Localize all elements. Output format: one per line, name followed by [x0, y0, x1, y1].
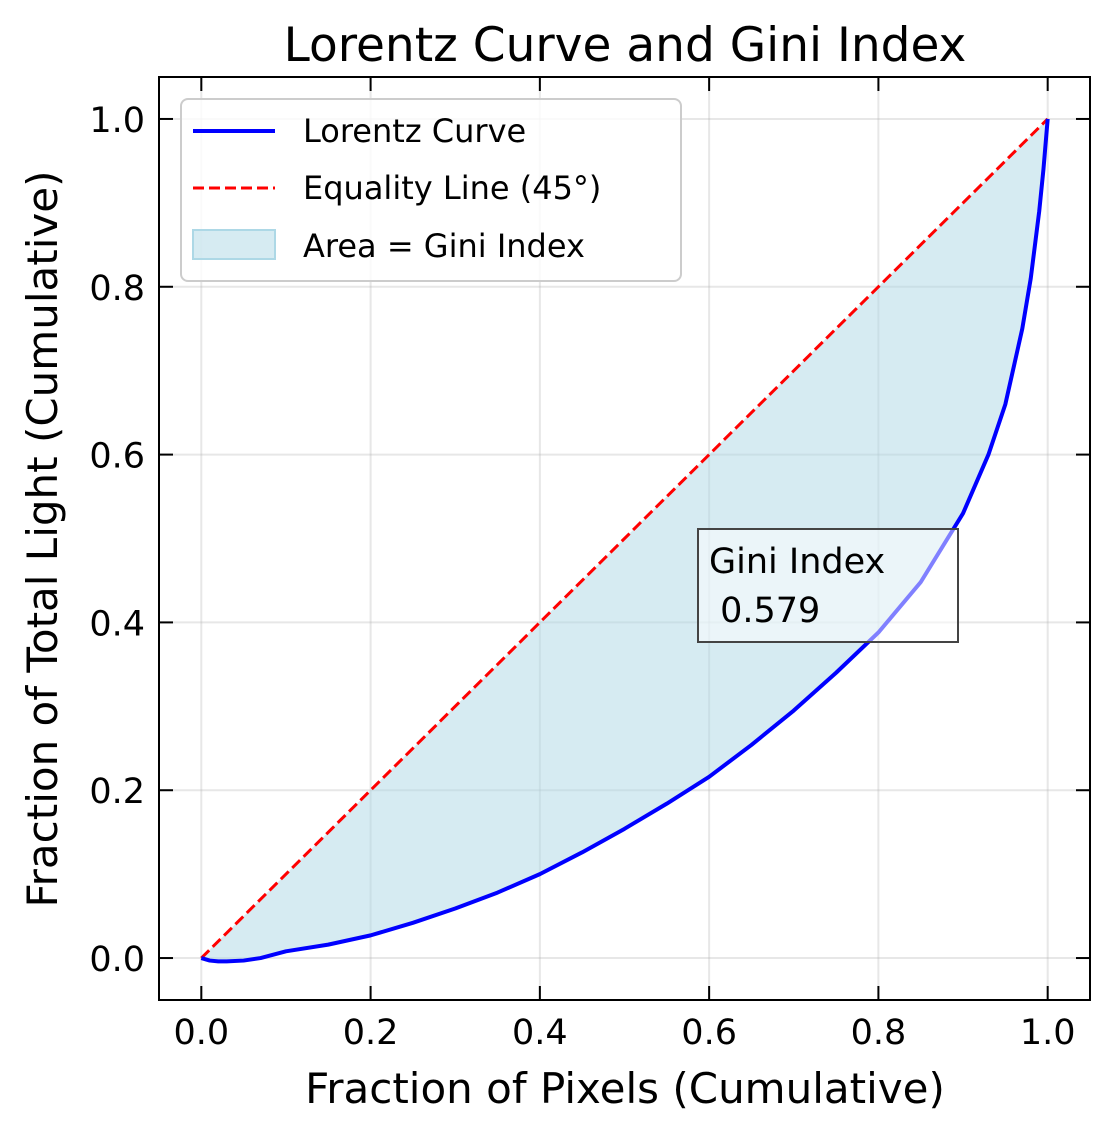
- gini-annotation-box: [697, 528, 959, 643]
- y-tick-label: 1.0: [89, 101, 145, 141]
- gini-annotation-value: 0.579: [709, 591, 820, 631]
- y-tick-label: 0.2: [89, 772, 145, 812]
- x-tick-label: 1.0: [1020, 1013, 1076, 1053]
- chart-title: Lorentz Curve and Gini Index: [284, 18, 967, 73]
- gini-annotation-label: Gini Index: [709, 542, 885, 582]
- legend-area-label: Area = Gini Index: [303, 227, 585, 265]
- x-tick-label: 0.6: [681, 1013, 737, 1053]
- y-axis-label: Fraction of Total Light (Cumulative): [18, 171, 67, 908]
- y-tick-label: 0.6: [89, 437, 145, 477]
- x-tick-label: 0.8: [851, 1013, 907, 1053]
- ticks: 0.0 0.2 0.4 0.6 0.8 1.0 0.0 0.2 0.4 0.6 0.8 1.0: [89, 77, 1090, 1053]
- x-tick-label: 0.0: [173, 1013, 229, 1053]
- legend: Lorentz Curve Equality Line (45°) Area =…: [180, 98, 682, 282]
- legend-lorentz-label: Lorentz Curve: [303, 112, 526, 150]
- y-tick-label: 0.4: [89, 604, 145, 644]
- legend-frame: [180, 98, 682, 282]
- lorentz-curve: [200, 118, 1050, 964]
- series-layer: [200, 117, 1050, 964]
- equality-line: [200, 117, 1049, 960]
- x-tick-label: 0.2: [343, 1013, 399, 1053]
- gini-annotation: Gini Index 0.579: [697, 528, 959, 643]
- x-tick-label: 0.4: [512, 1013, 568, 1053]
- y-tick-label: 0.8: [89, 269, 145, 309]
- plot-frame: [158, 76, 1091, 1001]
- y-tick-label: 0.0: [89, 940, 145, 980]
- x-axis-label: Fraction of Pixels (Cumulative): [305, 1064, 945, 1113]
- legend-equality-label: Equality Line (45°): [303, 169, 601, 207]
- legend-area-swatch: [192, 229, 276, 260]
